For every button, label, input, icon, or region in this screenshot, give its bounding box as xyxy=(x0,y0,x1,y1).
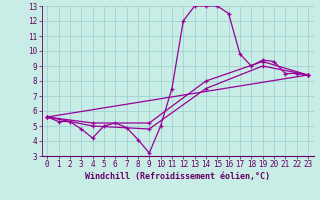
X-axis label: Windchill (Refroidissement éolien,°C): Windchill (Refroidissement éolien,°C) xyxy=(85,172,270,181)
